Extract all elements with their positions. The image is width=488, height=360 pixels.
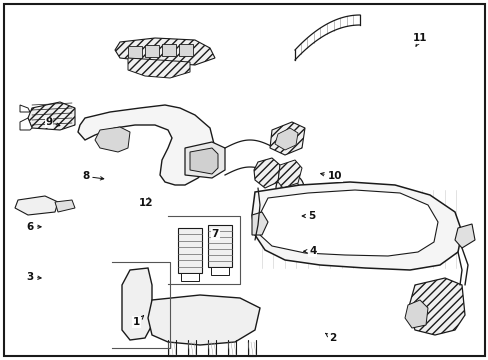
Circle shape (213, 313, 223, 323)
Text: 12: 12 (138, 198, 153, 208)
Polygon shape (115, 38, 215, 65)
Polygon shape (162, 44, 176, 56)
Text: 9: 9 (45, 117, 60, 127)
Circle shape (133, 300, 142, 310)
Text: 1: 1 (133, 316, 143, 327)
Polygon shape (258, 190, 437, 256)
Circle shape (23, 199, 37, 213)
Polygon shape (20, 105, 30, 112)
Text: 10: 10 (320, 171, 342, 181)
Text: 11: 11 (412, 33, 427, 46)
Polygon shape (251, 212, 267, 235)
Polygon shape (407, 278, 464, 335)
Circle shape (174, 60, 185, 72)
Polygon shape (128, 46, 142, 58)
Polygon shape (122, 268, 152, 340)
Polygon shape (145, 45, 159, 57)
Text: 3: 3 (27, 272, 41, 282)
Polygon shape (55, 200, 75, 212)
Polygon shape (274, 128, 297, 150)
Polygon shape (20, 118, 32, 130)
Polygon shape (269, 122, 305, 155)
Text: 4: 4 (303, 246, 316, 256)
Circle shape (129, 296, 147, 314)
Polygon shape (404, 300, 427, 328)
Circle shape (275, 174, 304, 202)
Text: 2: 2 (325, 333, 335, 343)
Polygon shape (15, 196, 58, 215)
Polygon shape (454, 224, 474, 248)
Polygon shape (178, 228, 202, 273)
Polygon shape (128, 58, 190, 78)
Polygon shape (179, 44, 193, 56)
Polygon shape (251, 182, 461, 270)
Polygon shape (210, 267, 228, 275)
Polygon shape (190, 148, 218, 174)
Polygon shape (148, 295, 260, 345)
Ellipse shape (254, 222, 261, 228)
Polygon shape (28, 102, 75, 130)
Polygon shape (278, 160, 302, 188)
Polygon shape (253, 158, 280, 188)
Polygon shape (78, 105, 215, 185)
Polygon shape (95, 127, 130, 152)
Polygon shape (181, 273, 199, 281)
Circle shape (141, 61, 155, 75)
Text: 6: 6 (27, 222, 41, 232)
Text: 5: 5 (302, 211, 315, 221)
Circle shape (158, 60, 172, 74)
Text: 8: 8 (82, 171, 103, 181)
Circle shape (281, 179, 298, 197)
Polygon shape (207, 225, 231, 267)
Text: 7: 7 (211, 229, 219, 239)
Polygon shape (184, 142, 224, 178)
